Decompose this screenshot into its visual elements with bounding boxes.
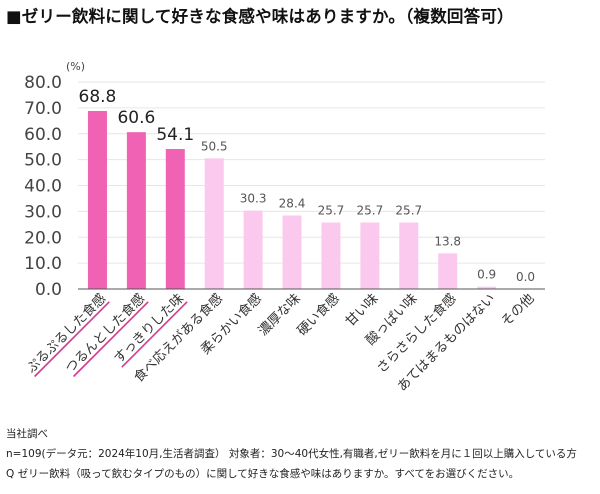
value-label: 54.1 bbox=[156, 125, 194, 145]
value-label: 25.7 bbox=[357, 204, 384, 218]
bar bbox=[438, 253, 458, 289]
y-tick-label: 10.0 bbox=[24, 254, 62, 274]
bar bbox=[282, 215, 302, 289]
bar bbox=[126, 132, 146, 289]
value-label: 30.3 bbox=[240, 192, 267, 206]
bar bbox=[399, 222, 419, 289]
bar bbox=[243, 210, 263, 289]
bar bbox=[87, 110, 107, 289]
value-label: 25.7 bbox=[395, 204, 422, 218]
y-tick-label: 40.0 bbox=[24, 177, 62, 197]
y-unit-label: (%) bbox=[66, 60, 85, 73]
category-label: その他 bbox=[498, 291, 537, 330]
value-label: 13.8 bbox=[434, 234, 461, 248]
value-label: 25.7 bbox=[318, 204, 345, 218]
y-tick-label: 30.0 bbox=[24, 202, 62, 222]
source-note: 当社調べ bbox=[6, 428, 48, 440]
question-note: Q ゼリー飲料（吸って飲むタイプのもの）に関して好きな食感や味はありますか。すべ… bbox=[6, 468, 520, 480]
highlight-underline bbox=[72, 301, 149, 378]
highlight-underline bbox=[34, 301, 110, 378]
y-tick-label: 50.0 bbox=[24, 151, 62, 171]
value-label: 0.9 bbox=[477, 268, 496, 282]
y-tick-label: 60.0 bbox=[24, 125, 62, 145]
value-label: 68.8 bbox=[79, 87, 117, 107]
category-label: 硬い食感 bbox=[293, 290, 342, 339]
highlight-underline bbox=[121, 301, 188, 368]
chart-title: ■ゼリー飲料に関して好きな食感や味はありますか。（複数回答可） bbox=[6, 7, 514, 26]
bar bbox=[360, 222, 380, 289]
sample-note: n=109(データ元：2024年10月,生活者調査） 対象者：30〜40代女性,… bbox=[6, 448, 577, 460]
category-label: 濃厚な味 bbox=[255, 291, 304, 340]
bar bbox=[204, 158, 224, 289]
value-label: 60.6 bbox=[117, 108, 155, 128]
y-tick-label: 70.0 bbox=[24, 99, 62, 119]
bar bbox=[477, 286, 497, 289]
bar bbox=[321, 222, 341, 289]
bar-chart: 0.0 10.0 20.0 30.0 40.0 50.0 60.0 70.0 80.0 (%) 68… bbox=[23, 60, 545, 395]
bar bbox=[165, 149, 185, 289]
y-tick-label: 80.0 bbox=[24, 73, 62, 93]
category-label: 甘い味 bbox=[342, 291, 381, 330]
value-label: 28.4 bbox=[279, 197, 306, 211]
y-tick-label: 20.0 bbox=[24, 228, 62, 248]
value-label: 50.5 bbox=[201, 139, 228, 153]
y-tick-label: 0.0 bbox=[35, 280, 62, 300]
value-label: 0.0 bbox=[516, 270, 535, 284]
